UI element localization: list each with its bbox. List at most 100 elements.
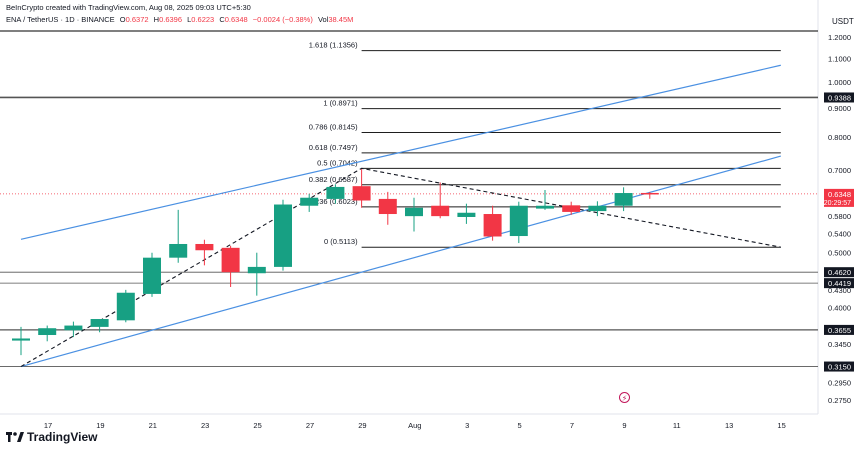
logo-text: TradingView — [27, 430, 98, 444]
current-price-text: 0.6348 — [828, 190, 851, 199]
candle-body — [562, 205, 581, 212]
candle[interactable] — [378, 191, 397, 225]
level-price-tag-bg — [824, 92, 854, 103]
y-tick-label: 0.3450 — [828, 340, 851, 349]
fib-level-label: 0.382 (0.6587) — [309, 175, 358, 184]
candle[interactable] — [274, 199, 292, 271]
y-tick-label: 0.4000 — [828, 304, 851, 313]
candle-body — [588, 205, 607, 212]
candle[interactable] — [90, 319, 109, 333]
candle-body — [536, 205, 554, 209]
x-tick-label: 17 — [44, 421, 52, 430]
symbol-name[interactable]: ENA / TetherUS · 1D · BINANCE — [6, 15, 115, 24]
x-tick-label: 9 — [622, 421, 626, 430]
y-tick-label: 1.1000 — [828, 54, 851, 63]
candle[interactable] — [326, 184, 345, 204]
symbol-line: ENA / TetherUS · 1D · BINANCE O0.6372 H0… — [6, 15, 353, 24]
x-tick-label: 19 — [96, 421, 104, 430]
level-price-tag: 0.4419 — [824, 278, 854, 289]
candle[interactable] — [431, 182, 450, 219]
fib-level-label: 1 (0.8971) — [323, 99, 358, 108]
candle-body — [116, 292, 135, 321]
vol-label: Vol — [317, 15, 329, 24]
candle[interactable] — [64, 321, 83, 338]
candle[interactable] — [352, 169, 371, 208]
fib-level-label: 0.5 (0.7042) — [317, 158, 358, 167]
tradingview-logo[interactable]: TradingView — [6, 430, 97, 444]
fib-level-label: 0.786 (0.8145) — [309, 122, 358, 131]
fib-level-label: 0 (0.5113) — [324, 237, 358, 246]
candle[interactable] — [640, 192, 659, 199]
candle-body — [143, 257, 161, 294]
level-price-tag-text: 0.9388 — [828, 93, 851, 102]
channel-lower-line[interactable] — [20, 155, 781, 368]
zigzag-dashed-line[interactable] — [20, 167, 781, 368]
candle[interactable] — [483, 205, 502, 241]
x-tick-label: 15 — [777, 421, 785, 430]
candle[interactable] — [247, 252, 266, 296]
candle-body — [195, 243, 214, 251]
level-price-tag-text: 0.3655 — [828, 326, 851, 335]
candle-body — [38, 328, 57, 336]
x-tick-label: 21 — [149, 421, 157, 430]
level-price-tag-bg — [824, 278, 854, 289]
candle[interactable] — [195, 239, 214, 266]
candle[interactable] — [143, 252, 161, 297]
x-tick-label: 11 — [673, 421, 681, 430]
y-tick-label: 0.4300 — [828, 286, 851, 295]
event-lightning-icon[interactable]: ⚡ — [619, 392, 630, 403]
candle[interactable] — [405, 197, 423, 232]
level-price-tag: 0.3150 — [824, 361, 854, 372]
y-tick-label: 0.8000 — [828, 133, 851, 142]
x-tick-label: 23 — [201, 421, 209, 430]
candle[interactable] — [562, 201, 581, 215]
candle-body — [12, 338, 30, 341]
candle-body — [431, 205, 450, 217]
close-value: 0.6348 — [224, 15, 248, 24]
credit-text: BeInCrypto created with TradingView.com,… — [6, 3, 251, 12]
candle[interactable] — [38, 325, 57, 342]
candle[interactable] — [300, 193, 319, 212]
candle[interactable] — [221, 245, 240, 288]
open-value: 0.6372 — [125, 15, 149, 24]
y-tick-label: 0.5800 — [828, 212, 851, 221]
candle-body — [509, 205, 528, 237]
tradingview-icon — [6, 432, 24, 442]
candle[interactable] — [536, 189, 554, 210]
candle[interactable] — [509, 201, 528, 244]
fib-level-label: 0.618 (0.7497) — [309, 143, 358, 152]
level-price-tag-text: 0.3150 — [828, 363, 851, 372]
y-tick-label: 0.5000 — [828, 249, 851, 258]
fib-level-label: 0.236 (0.6023) — [309, 197, 358, 206]
candle-body — [64, 325, 83, 331]
level-price-tag-bg — [824, 324, 854, 335]
candle-body — [247, 266, 266, 274]
level-price-tag-text: 0.4419 — [828, 279, 851, 288]
candle-body — [640, 192, 659, 195]
x-tick-label: 7 — [570, 421, 574, 430]
candle-body — [405, 207, 423, 217]
y-tick-label: 1.2000 — [828, 33, 851, 42]
candle-body — [90, 319, 109, 327]
low-label: L — [187, 15, 192, 24]
candle-body — [352, 186, 371, 201]
fib-level-label: 1.618 (1.1356) — [309, 41, 358, 50]
y-tick-label: 0.2950 — [828, 379, 851, 388]
level-price-tag: 0.4620 — [824, 267, 854, 278]
candle[interactable] — [614, 187, 633, 212]
candle[interactable] — [588, 201, 607, 217]
candle-body — [326, 186, 345, 199]
candle[interactable] — [12, 326, 30, 356]
candle[interactable] — [116, 289, 135, 323]
current-price-bg — [824, 188, 854, 207]
candle-body — [457, 212, 476, 217]
candle[interactable] — [169, 209, 188, 263]
candle-body — [169, 243, 188, 258]
level-price-tag-bg — [824, 267, 854, 278]
channel-upper-line[interactable] — [20, 64, 781, 240]
candle[interactable] — [457, 203, 476, 224]
x-tick-label: 5 — [518, 421, 522, 430]
